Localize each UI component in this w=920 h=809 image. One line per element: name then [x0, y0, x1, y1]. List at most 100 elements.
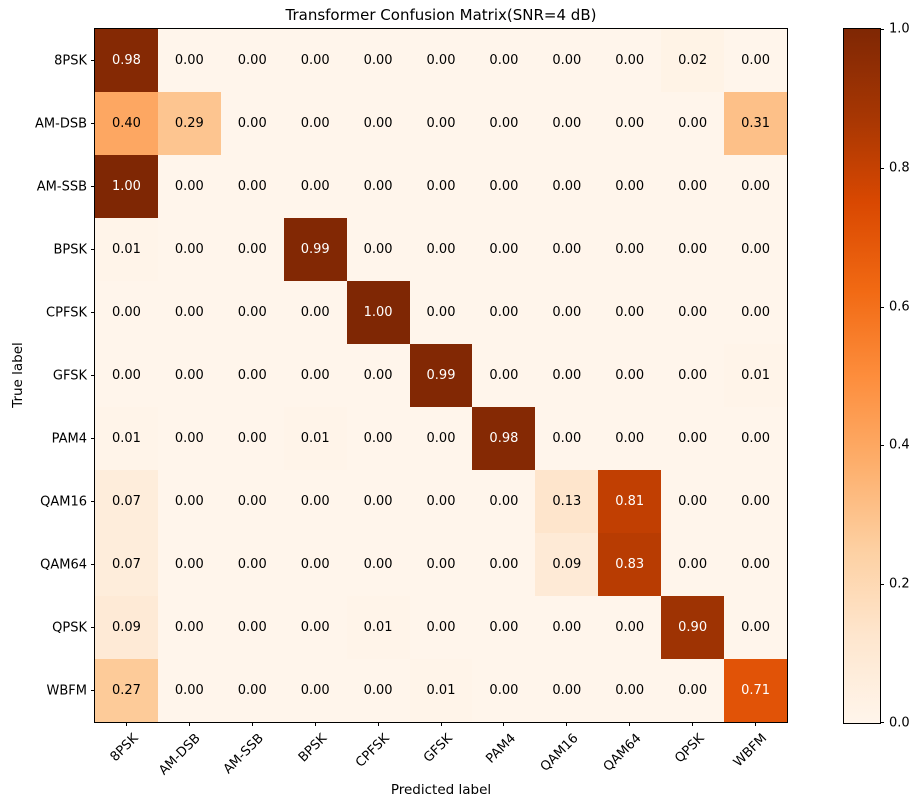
heatmap-cell: 0.02 [661, 29, 725, 92]
heatmap-cell: 0.00 [409, 155, 473, 218]
heatmap-cell: 0.00 [346, 470, 410, 533]
heatmap-cell: 0.99 [409, 344, 473, 407]
colorbar-tick-label: 0.6 [889, 299, 910, 315]
heatmap-cell: 0.01 [346, 596, 410, 659]
y-tick-mark [91, 249, 95, 250]
heatmap-cell: 0.00 [409, 92, 473, 155]
y-tick-label: AM-SSB [36, 179, 87, 194]
y-tick-label: CPFSK [46, 305, 87, 320]
heatmap-cell: 0.00 [283, 29, 347, 92]
x-tick-label: BPSK [295, 731, 330, 766]
heatmap-cell: 0.00 [598, 155, 662, 218]
x-tick-label: GFSK [420, 731, 456, 766]
x-tick-label: PAM4 [482, 731, 519, 767]
heatmap-cell: 0.00 [661, 218, 725, 281]
x-tick-mark [377, 722, 379, 726]
heatmap-cell: 0.00 [220, 281, 284, 344]
heatmap-cell: 0.00 [535, 344, 599, 407]
heatmap-cell: 0.00 [346, 155, 410, 218]
x-tick-label: 8PSK [107, 731, 142, 765]
heatmap-cell: 0.40 [95, 92, 158, 155]
heatmap-cell: 0.00 [472, 344, 536, 407]
heatmap-cell: 0.00 [472, 218, 536, 281]
heatmap-cell: 0.13 [535, 470, 599, 533]
x-tick-label: AM-DSB [156, 731, 204, 779]
heatmap-cell: 0.00 [157, 155, 221, 218]
heatmap-cell: 0.00 [535, 659, 599, 722]
heatmap-cell: 0.00 [157, 407, 221, 470]
heatmap-cell: 0.00 [472, 281, 536, 344]
x-tick-label: QAM16 [537, 731, 582, 775]
x-tick-mark [314, 722, 316, 726]
heatmap-cell: 0.01 [95, 407, 158, 470]
heatmap-cell: 0.09 [535, 533, 599, 596]
heatmap-cell: 0.00 [472, 29, 536, 92]
heatmap-plot-area: 0.98 0.00 0.00 0.00 0.00 0.00 0.00 0.00 0.00 0.02… [94, 28, 788, 723]
heatmap-cell: 0.00 [535, 92, 599, 155]
heatmap-cell: 0.00 [220, 29, 284, 92]
heatmap-cell: 0.00 [409, 470, 473, 533]
heatmap-cell: 0.00 [661, 281, 725, 344]
y-tick-label: AM-DSB [35, 116, 87, 131]
heatmap-cell: 0.00 [157, 596, 221, 659]
heatmap-cell: 0.00 [472, 155, 536, 218]
heatmap-cell: 0.00 [535, 596, 599, 659]
heatmap-cell: 1.00 [346, 281, 410, 344]
heatmap-cell: 1.00 [95, 155, 158, 218]
y-tick-label: QAM16 [40, 494, 87, 509]
heatmap-cell: 0.00 [283, 470, 347, 533]
x-tick-mark [188, 722, 190, 726]
heatmap-cell: 0.00 [346, 533, 410, 596]
heatmap-cell: 0.00 [472, 659, 536, 722]
heatmap-cell: 0.90 [661, 596, 725, 659]
heatmap-cell: 0.00 [409, 218, 473, 281]
heatmap-cell: 0.00 [409, 407, 473, 470]
heatmap-cell: 0.00 [472, 470, 536, 533]
heatmap-cell: 0.00 [283, 659, 347, 722]
x-tick-mark [755, 722, 757, 726]
heatmap-cell: 0.00 [346, 344, 410, 407]
heatmap-cell: 0.00 [346, 29, 410, 92]
colorbar-tick-mark [880, 29, 884, 30]
y-tick-label: QAM64 [40, 557, 87, 572]
colorbar-tick-mark [880, 445, 884, 447]
heatmap-cell: 0.00 [472, 92, 536, 155]
heatmap-cell: 0.00 [724, 596, 787, 659]
colorbar-tick-mark [880, 306, 884, 308]
heatmap-cell: 0.00 [409, 281, 473, 344]
y-tick-mark [91, 375, 95, 376]
chart-title: Transformer Confusion Matrix(SNR=4 dB) [285, 6, 597, 24]
y-tick-mark [91, 690, 95, 691]
heatmap-cell: 0.31 [724, 92, 787, 155]
heatmap-cell: 0.00 [661, 533, 725, 596]
x-tick-label: CPFSK [353, 731, 393, 771]
x-tick-mark [503, 722, 505, 726]
heatmap-cell: 0.07 [95, 470, 158, 533]
heatmap-cell: 0.00 [283, 344, 347, 407]
heatmap-cell: 0.00 [346, 659, 410, 722]
heatmap-cell: 0.00 [220, 218, 284, 281]
heatmap-cell: 0.00 [220, 407, 284, 470]
heatmap-cell: 0.00 [598, 407, 662, 470]
heatmap-cell: 0.00 [157, 218, 221, 281]
heatmap-cell: 0.00 [535, 218, 599, 281]
x-axis-label: Predicted label [390, 782, 492, 798]
heatmap-cell: 0.00 [598, 344, 662, 407]
heatmap-cell: 0.00 [598, 596, 662, 659]
heatmap-cell: 0.00 [409, 533, 473, 596]
y-tick-mark [91, 501, 95, 502]
y-tick-mark [91, 60, 95, 61]
heatmap-cell: 0.00 [535, 29, 599, 92]
heatmap-cell: 0.00 [724, 470, 787, 533]
heatmap-cell: 0.00 [724, 281, 787, 344]
heatmap-cell: 0.00 [283, 155, 347, 218]
heatmap-cell: 0.00 [346, 92, 410, 155]
colorbar-tick-label: 0.4 [889, 437, 910, 453]
heatmap-cell: 0.07 [95, 533, 158, 596]
heatmap-cell: 0.00 [661, 92, 725, 155]
heatmap-cell: 0.00 [346, 407, 410, 470]
y-tick-mark [91, 186, 95, 187]
heatmap-cell: 0.00 [346, 218, 410, 281]
y-tick-label: WBFM [46, 683, 87, 698]
y-tick-mark [91, 438, 95, 439]
